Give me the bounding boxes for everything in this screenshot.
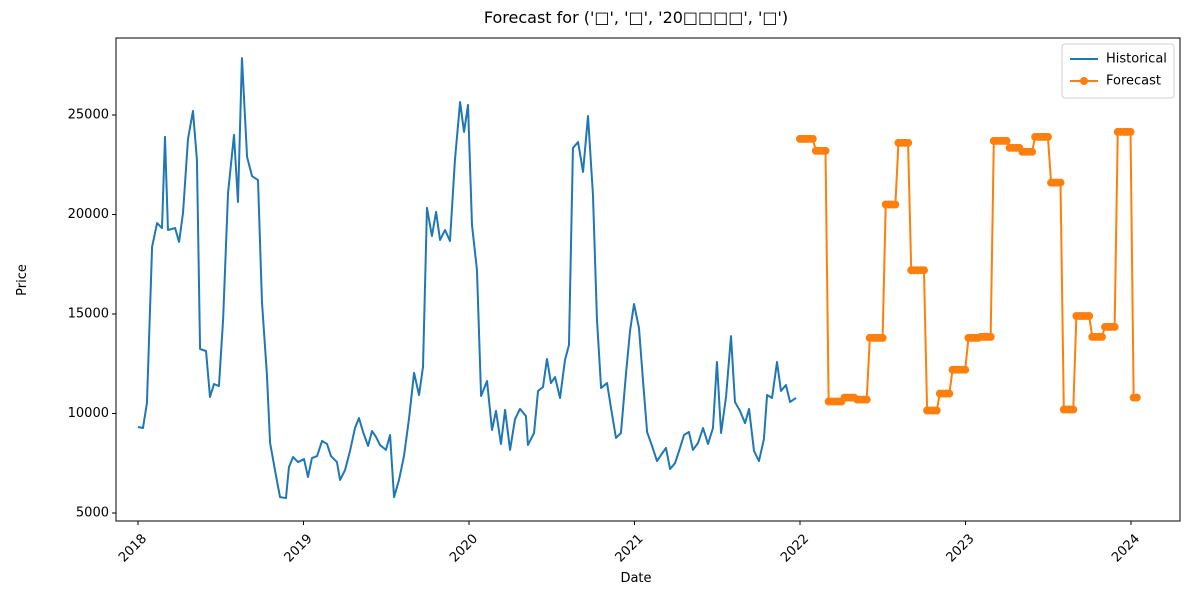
legend-box <box>1061 43 1175 99</box>
legend-label: Historical <box>1106 52 1167 67</box>
point-marker <box>1085 311 1094 320</box>
series-line <box>137 57 797 500</box>
x-tick-label: 2021 <box>613 531 647 565</box>
x-axis-label: Date <box>620 571 651 586</box>
y-tick-label: 15000 <box>68 306 109 321</box>
point-marker <box>808 134 817 143</box>
point-marker <box>1126 127 1135 136</box>
chart-title: Forecast for ('□', '□', '20□□□□', '□') <box>484 8 788 27</box>
x-tick-label: 2022 <box>778 531 812 565</box>
point-marker <box>891 200 900 209</box>
point-marker <box>1097 332 1106 341</box>
x-tick-label: 2024 <box>1109 531 1143 565</box>
point-marker <box>919 266 928 275</box>
x-tick-label: 2023 <box>944 531 978 565</box>
legend-marker <box>1080 77 1088 85</box>
point-marker <box>878 333 887 342</box>
point-marker <box>1132 393 1141 402</box>
point-marker <box>1002 136 1011 145</box>
point-marker <box>945 389 954 398</box>
point-marker <box>986 332 995 341</box>
point-marker <box>932 406 941 415</box>
point-marker <box>1028 147 1037 156</box>
point-marker <box>1069 405 1078 414</box>
point-marker <box>904 138 913 147</box>
legend-label: Forecast <box>1106 74 1161 89</box>
point-marker <box>961 365 970 374</box>
point-marker <box>1043 132 1052 141</box>
y-tick-label: 25000 <box>68 107 109 122</box>
x-tick-label: 2018 <box>116 531 150 565</box>
y-tick-label: 5000 <box>76 506 109 521</box>
x-tick-label: 2020 <box>447 531 481 565</box>
plot-area <box>137 57 1141 500</box>
point-marker <box>1110 322 1119 331</box>
point-marker <box>1056 178 1065 187</box>
y-tick-label: 10000 <box>68 406 109 421</box>
point-marker <box>862 395 871 404</box>
y-tick-label: 20000 <box>68 207 109 222</box>
axes-frame <box>115 37 1181 522</box>
legend: Historical Forecast <box>1061 43 1175 99</box>
x-tick-label: 2019 <box>282 531 316 565</box>
point-marker <box>821 146 830 155</box>
y-axis-label: Price <box>15 264 30 296</box>
